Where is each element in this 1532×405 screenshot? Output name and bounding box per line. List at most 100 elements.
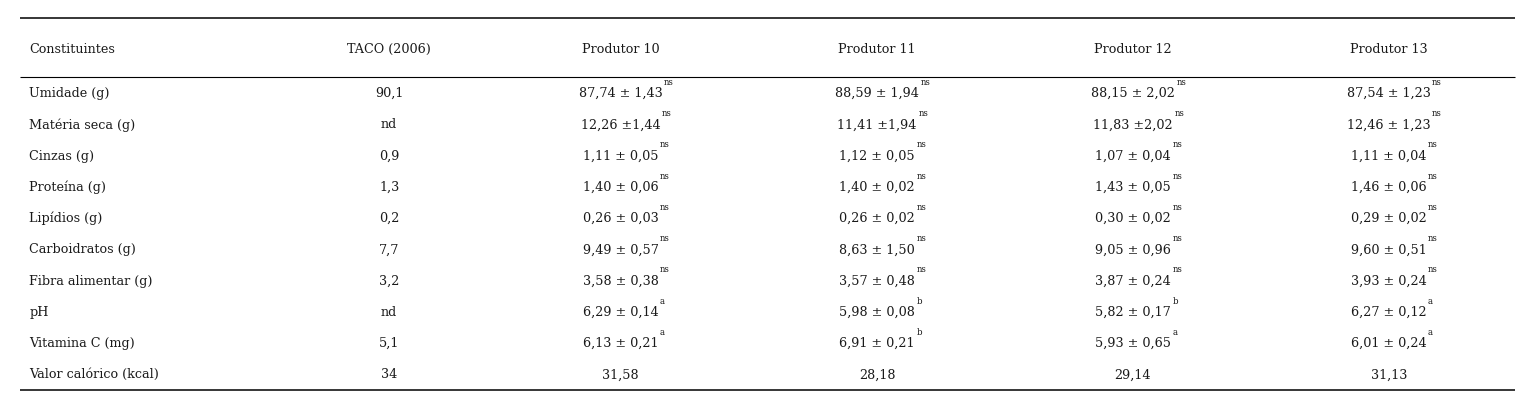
- Text: 0,29 ± 0,02: 0,29 ± 0,02: [1351, 211, 1426, 225]
- Text: 1,11 ± 0,05: 1,11 ± 0,05: [582, 149, 659, 162]
- Text: 5,98 ± 0,08: 5,98 ± 0,08: [840, 305, 915, 318]
- Text: 9,60 ± 0,51: 9,60 ± 0,51: [1351, 243, 1426, 256]
- Text: 5,82 ± 0,17: 5,82 ± 0,17: [1095, 305, 1170, 318]
- Text: 1,40 ± 0,06: 1,40 ± 0,06: [582, 180, 659, 194]
- Text: 1,11 ± 0,04: 1,11 ± 0,04: [1351, 149, 1426, 162]
- Text: 11,83 ±2,02: 11,83 ±2,02: [1094, 118, 1172, 131]
- Text: a: a: [660, 296, 665, 305]
- Text: ns: ns: [1428, 264, 1439, 274]
- Text: Lipídios (g): Lipídios (g): [29, 211, 103, 225]
- Text: ns: ns: [1428, 202, 1439, 211]
- Text: 6,27 ± 0,12: 6,27 ± 0,12: [1351, 305, 1426, 318]
- Text: Vitamina C (mg): Vitamina C (mg): [29, 336, 135, 350]
- Text: ns: ns: [1172, 202, 1183, 211]
- Text: ns: ns: [918, 109, 928, 118]
- Text: 5,1: 5,1: [378, 336, 400, 350]
- Text: 3,57 ± 0,48: 3,57 ± 0,48: [840, 274, 915, 287]
- Text: 0,2: 0,2: [378, 211, 400, 225]
- Text: ns: ns: [1177, 77, 1186, 87]
- Text: Cinzas (g): Cinzas (g): [29, 149, 95, 162]
- Text: ns: ns: [1428, 171, 1439, 180]
- Text: 88,15 ± 2,02: 88,15 ± 2,02: [1091, 87, 1175, 100]
- Text: 9,49 ± 0,57: 9,49 ± 0,57: [582, 243, 659, 256]
- Text: ns: ns: [1432, 109, 1442, 118]
- Text: 5,93 ± 0,65: 5,93 ± 0,65: [1095, 336, 1170, 350]
- Text: 3,2: 3,2: [378, 274, 400, 287]
- Text: ns: ns: [1174, 109, 1184, 118]
- Text: ns: ns: [660, 233, 669, 243]
- Text: ns: ns: [1432, 77, 1442, 87]
- Text: a: a: [660, 327, 665, 336]
- Text: 11,41 ±1,94: 11,41 ±1,94: [838, 118, 916, 131]
- Text: 6,01 ± 0,24: 6,01 ± 0,24: [1351, 336, 1426, 350]
- Text: Carboidratos (g): Carboidratos (g): [29, 243, 136, 256]
- Text: ns: ns: [916, 140, 927, 149]
- Text: 90,1: 90,1: [375, 87, 403, 100]
- Text: 8,63 ± 1,50: 8,63 ± 1,50: [840, 243, 915, 256]
- Text: ns: ns: [1172, 264, 1183, 274]
- Text: a: a: [1428, 296, 1432, 305]
- Text: Produtor 11: Produtor 11: [838, 43, 916, 56]
- Text: ns: ns: [916, 202, 927, 211]
- Text: ns: ns: [663, 77, 674, 87]
- Text: 12,26 ±1,44: 12,26 ±1,44: [581, 118, 660, 131]
- Text: 0,26 ± 0,02: 0,26 ± 0,02: [840, 211, 915, 225]
- Text: 12,46 ± 1,23: 12,46 ± 1,23: [1347, 118, 1431, 131]
- Text: ns: ns: [916, 171, 927, 180]
- Text: 9,05 ± 0,96: 9,05 ± 0,96: [1095, 243, 1170, 256]
- Text: Produtor 13: Produtor 13: [1350, 43, 1428, 56]
- Text: 1,46 ± 0,06: 1,46 ± 0,06: [1351, 180, 1426, 194]
- Text: 1,07 ± 0,04: 1,07 ± 0,04: [1095, 149, 1170, 162]
- Text: 34: 34: [381, 367, 397, 381]
- Text: b: b: [916, 296, 922, 305]
- Text: pH: pH: [29, 305, 49, 318]
- Text: 1,12 ± 0,05: 1,12 ± 0,05: [840, 149, 915, 162]
- Text: 29,14: 29,14: [1115, 367, 1151, 381]
- Text: TACO (2006): TACO (2006): [348, 43, 430, 56]
- Text: ns: ns: [1428, 140, 1439, 149]
- Text: Valor calórico (kcal): Valor calórico (kcal): [29, 367, 159, 381]
- Text: ns: ns: [921, 77, 930, 87]
- Text: 31,58: 31,58: [602, 367, 639, 381]
- Text: 6,91 ± 0,21: 6,91 ± 0,21: [840, 336, 915, 350]
- Text: 6,13 ± 0,21: 6,13 ± 0,21: [582, 336, 659, 350]
- Text: Produtor 12: Produtor 12: [1094, 43, 1172, 56]
- Text: Proteína (g): Proteína (g): [29, 180, 106, 194]
- Text: ns: ns: [916, 233, 927, 243]
- Text: 28,18: 28,18: [859, 367, 895, 381]
- Text: 87,54 ± 1,23: 87,54 ± 1,23: [1347, 87, 1431, 100]
- Text: ns: ns: [660, 264, 669, 274]
- Text: ns: ns: [660, 202, 669, 211]
- Text: Umidade (g): Umidade (g): [29, 87, 110, 100]
- Text: ns: ns: [1172, 171, 1183, 180]
- Text: a: a: [1172, 327, 1178, 336]
- Text: 3,87 ± 0,24: 3,87 ± 0,24: [1095, 274, 1170, 287]
- Text: 3,58 ± 0,38: 3,58 ± 0,38: [582, 274, 659, 287]
- Text: 1,43 ± 0,05: 1,43 ± 0,05: [1095, 180, 1170, 194]
- Text: 1,3: 1,3: [378, 180, 400, 194]
- Text: 87,74 ± 1,43: 87,74 ± 1,43: [579, 87, 662, 100]
- Text: nd: nd: [381, 305, 397, 318]
- Text: ns: ns: [660, 140, 669, 149]
- Text: 7,7: 7,7: [378, 243, 400, 256]
- Text: ns: ns: [1428, 233, 1439, 243]
- Text: Produtor 10: Produtor 10: [582, 43, 659, 56]
- Text: 1,40 ± 0,02: 1,40 ± 0,02: [840, 180, 915, 194]
- Text: ns: ns: [1172, 140, 1183, 149]
- Text: a: a: [1428, 327, 1432, 336]
- Text: b: b: [1172, 296, 1178, 305]
- Text: 6,29 ± 0,14: 6,29 ± 0,14: [582, 305, 659, 318]
- Text: Fibra alimentar (g): Fibra alimentar (g): [29, 274, 153, 287]
- Text: 3,93 ± 0,24: 3,93 ± 0,24: [1351, 274, 1426, 287]
- Text: 31,13: 31,13: [1371, 367, 1406, 381]
- Text: b: b: [916, 327, 922, 336]
- Text: ns: ns: [662, 109, 671, 118]
- Text: 0,9: 0,9: [378, 149, 400, 162]
- Text: ns: ns: [1172, 233, 1183, 243]
- Text: nd: nd: [381, 118, 397, 131]
- Text: ns: ns: [660, 171, 669, 180]
- Text: ns: ns: [916, 264, 927, 274]
- Text: Constituintes: Constituintes: [29, 43, 115, 56]
- Text: 88,59 ± 1,94: 88,59 ± 1,94: [835, 87, 919, 100]
- Text: 0,30 ± 0,02: 0,30 ± 0,02: [1095, 211, 1170, 225]
